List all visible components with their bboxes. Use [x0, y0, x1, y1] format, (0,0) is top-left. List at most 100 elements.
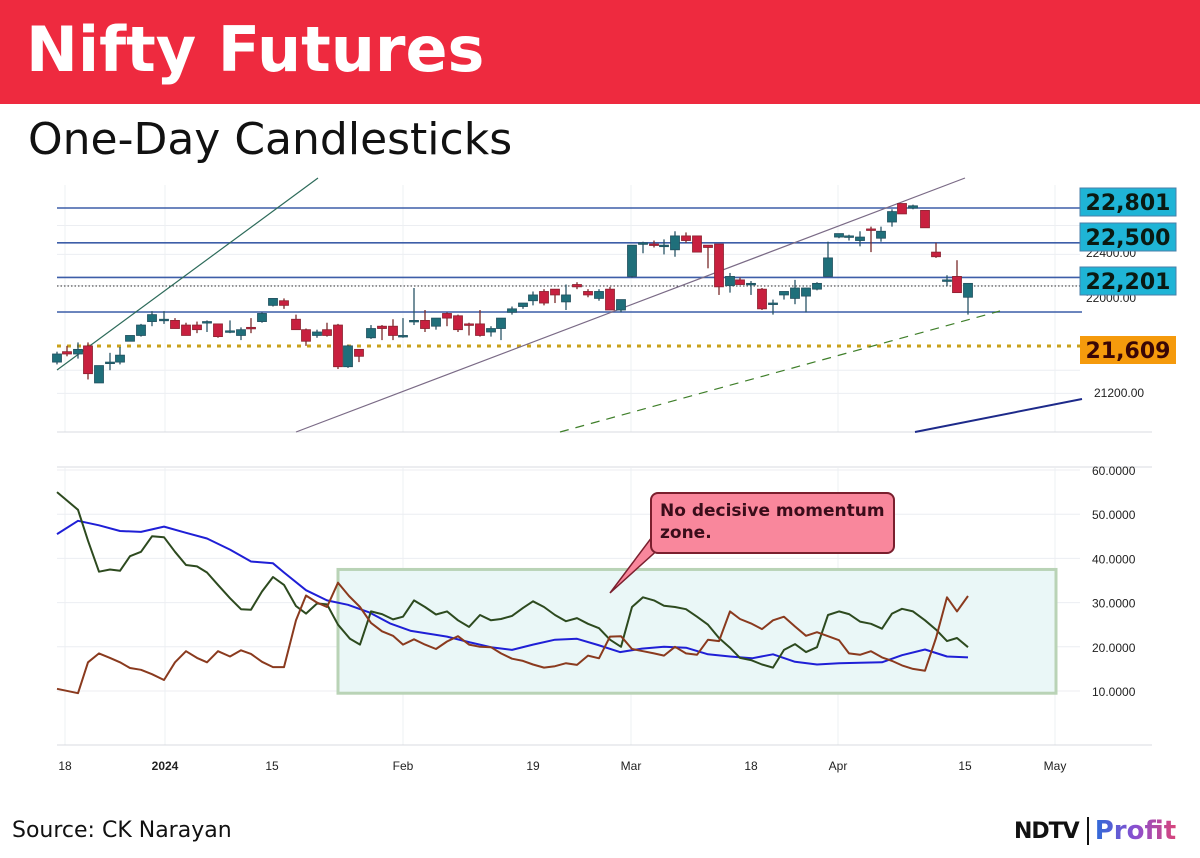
candle: [431, 317, 441, 330]
candle: [952, 260, 962, 294]
candle-body: [583, 291, 593, 296]
candle: [268, 298, 278, 307]
candle-body: [475, 323, 485, 336]
candle-body: [236, 329, 246, 336]
badge-background: [1079, 222, 1177, 252]
candle-body: [616, 299, 626, 311]
candle-body: [714, 243, 724, 288]
candle-body: [147, 314, 157, 322]
candle-body: [908, 205, 918, 209]
oscillator-axis-label: 30.0000: [1092, 597, 1136, 611]
candle-body: [594, 291, 604, 299]
candle: [735, 277, 745, 285]
candle-body: [366, 328, 376, 339]
candle: [876, 226, 886, 242]
candle-body: [572, 284, 582, 288]
candle: [136, 323, 146, 337]
oscillator-axis-label: 50.0000: [1092, 508, 1136, 522]
oscillator-axis-label: 40.0000: [1092, 552, 1136, 566]
x-axis-tick: 18: [744, 759, 758, 773]
badge-background: [1079, 187, 1177, 217]
candle: [692, 235, 702, 253]
candle-body: [202, 321, 212, 324]
annotation-callout: No decisive momentum zone.: [650, 492, 895, 554]
candle-body: [518, 302, 528, 307]
x-axis-tick: 15: [958, 759, 972, 773]
oscillator-line: [56, 581, 969, 695]
candle-body: [692, 235, 702, 253]
annotation-line2: zone.: [660, 523, 712, 543]
candle-body: [73, 348, 83, 355]
candle-body: [343, 345, 353, 368]
candle: [225, 320, 235, 334]
candle: [291, 314, 301, 331]
candle: [725, 272, 735, 293]
candle: [844, 234, 854, 241]
candle: [246, 318, 256, 334]
trendline: [559, 310, 1001, 433]
candle: [528, 291, 538, 306]
price-level-badge: 21,609: [1080, 336, 1176, 364]
candle-body: [136, 324, 146, 336]
candle: [147, 311, 157, 327]
candle: [333, 323, 343, 370]
logo-ndtv: NDTV: [1014, 818, 1080, 844]
candle-body: [725, 276, 735, 287]
candle: [464, 322, 474, 336]
candle: [115, 347, 125, 365]
candle-body: [768, 302, 778, 305]
candle-body: [931, 251, 941, 258]
candle: [908, 204, 918, 210]
candle: [649, 240, 659, 248]
candle: [855, 231, 865, 247]
logo-divider: [1086, 817, 1089, 845]
candle: [627, 244, 637, 278]
candle: [62, 345, 72, 357]
candle-body: [561, 294, 571, 303]
candle: [453, 314, 463, 332]
candle-body: [442, 313, 452, 319]
oscillator-axis-label: 60.0000: [1092, 464, 1136, 478]
badge-background: [1079, 266, 1177, 296]
candle: [931, 242, 941, 258]
candle-body: [887, 211, 897, 223]
candle-body: [464, 323, 474, 326]
candle-body: [855, 236, 865, 241]
candle-body: [963, 282, 973, 298]
price-axis-label: 21200.00: [1094, 386, 1144, 400]
candle: [561, 284, 571, 310]
candle: [746, 281, 756, 295]
badge-background: [1080, 336, 1176, 364]
candle: [279, 298, 289, 309]
candle-body: [866, 228, 876, 231]
candle: [801, 287, 811, 313]
candle-body: [703, 244, 713, 248]
candle: [322, 322, 332, 337]
x-axis-tick: 15: [265, 759, 279, 773]
candle-body: [507, 308, 517, 313]
candle: [572, 282, 582, 290]
candle: [714, 243, 724, 295]
page-subtitle: One-Day Candlesticks: [28, 114, 513, 165]
candle-body: [528, 294, 538, 302]
trendline: [914, 398, 1083, 433]
candle-body: [105, 361, 115, 364]
candle: [343, 344, 353, 368]
candle: [757, 287, 767, 310]
x-axis: 18 2024 15 Feb 19 Mar 18 Apr 15 May: [58, 759, 1066, 773]
candle: [812, 282, 822, 291]
candle: [550, 288, 560, 304]
oscillator-panel: 60.0000 50.0000 40.0000 30.0000 20.0000 10.00…: [56, 464, 1152, 746]
candle: [409, 287, 419, 326]
candle: [83, 342, 93, 380]
candle: [105, 352, 115, 371]
candle: [897, 203, 907, 215]
candle: [583, 289, 593, 298]
candle-body: [431, 317, 441, 327]
candle-body: [539, 291, 549, 304]
candle: [768, 299, 778, 315]
candle: [312, 329, 322, 338]
candle: [354, 348, 364, 363]
candle: [486, 326, 496, 337]
